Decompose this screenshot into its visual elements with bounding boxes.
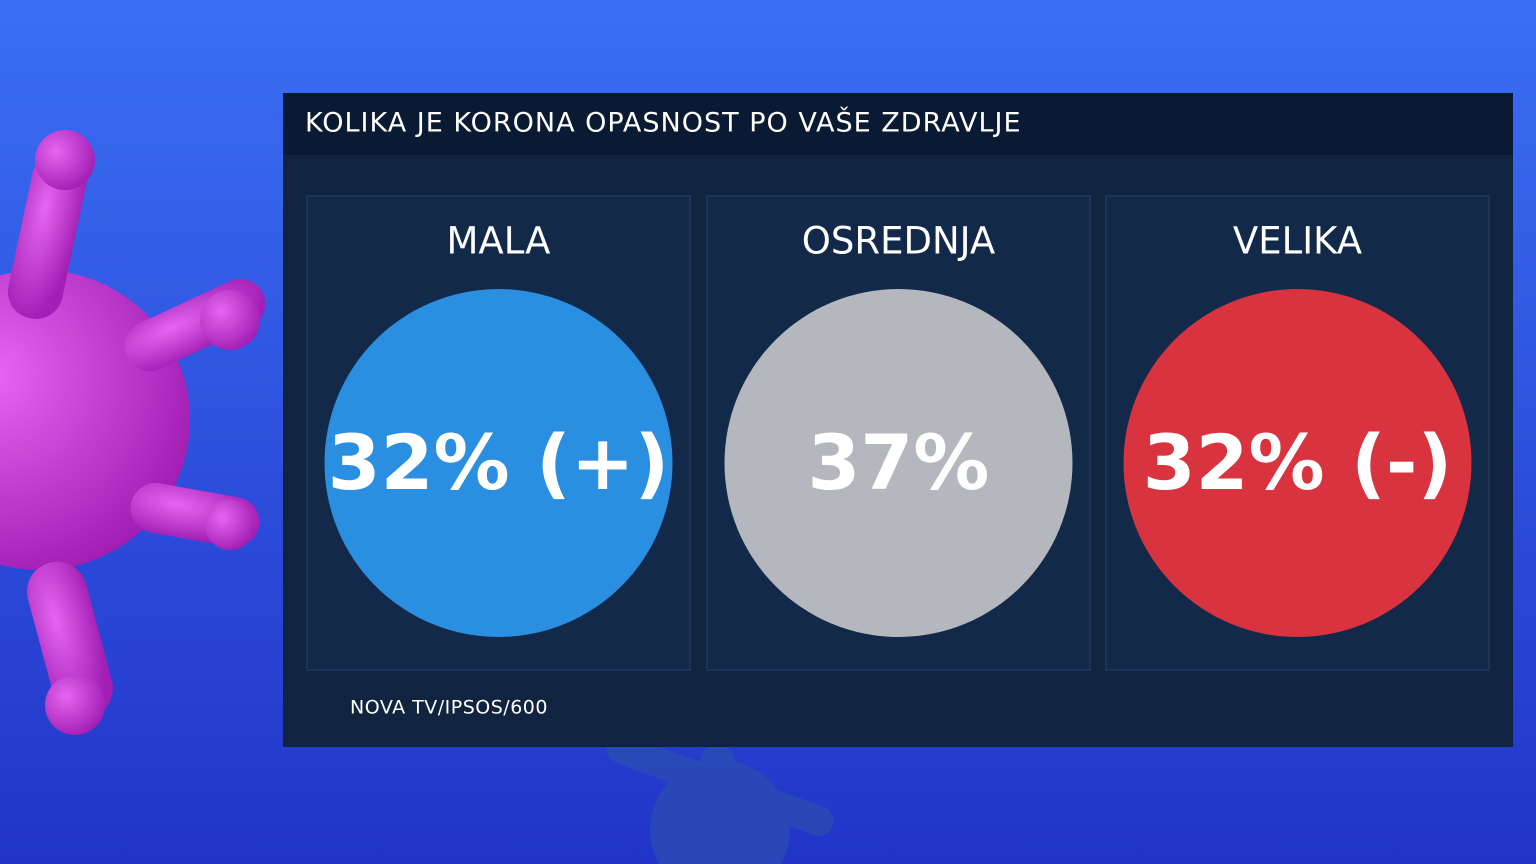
answer-label: OSREDNJA [802, 220, 995, 263]
answer-circle [1123, 289, 1472, 637]
answer-value: 32% (-) [1143, 418, 1452, 507]
virus-shadow [606, 734, 834, 864]
answer-value: 32% (+) [328, 418, 670, 507]
answer-label: MALA [446, 220, 550, 263]
source: NOVA TV/IPSOS/600 [350, 697, 548, 719]
title: KOLIKA JE KORONA OPASNOST PO VAŠE ZDRAVL… [305, 107, 1022, 139]
answer-value: 37% [808, 418, 990, 507]
answer-label: VELIKA [1233, 220, 1362, 263]
title-bar [283, 93, 1513, 155]
answer-circle [324, 289, 673, 637]
answer-circle [724, 289, 1073, 637]
virus-illustration [0, 130, 266, 735]
answer-panels: MALA 32% (+) OSREDNJA 37% VELIKA 32% (-) [306, 195, 1490, 671]
